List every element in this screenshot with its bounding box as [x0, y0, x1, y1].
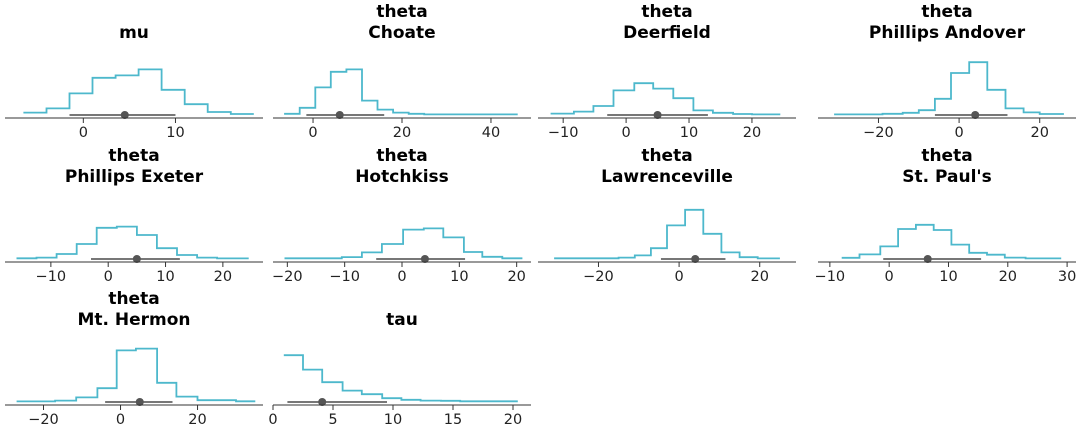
- x-tick-label: 0: [268, 412, 277, 428]
- x-tick-label: 0: [104, 269, 113, 285]
- x-tick-label: 0: [116, 412, 125, 428]
- histogram-step-line: [16, 225, 249, 260]
- histogram-step-line: [834, 61, 1064, 116]
- x-tick-label: 10: [450, 269, 468, 285]
- panel-title-line: theta: [108, 146, 159, 166]
- panel-10: tau 0 5 10 15 20: [268, 310, 531, 428]
- point-estimate-marker: [318, 398, 327, 406]
- x-tick-label: −10: [329, 269, 360, 285]
- x-tick-label: 0: [397, 269, 406, 285]
- x-tick-label: −20: [583, 269, 614, 285]
- histogram-step-line: [16, 347, 256, 403]
- panel-title-line: Choate: [368, 23, 435, 43]
- x-tick-label: 10: [939, 269, 957, 285]
- x-tick-label: −10: [548, 125, 579, 141]
- point-estimate-marker: [335, 111, 344, 119]
- x-tick-label: 0: [674, 269, 683, 285]
- panel-title-line: theta: [376, 2, 427, 22]
- panel-title-line: theta: [108, 289, 159, 309]
- x-tick-label: 20: [188, 412, 206, 428]
- x-tick-label: 0: [308, 125, 317, 141]
- panel-title-line: Phillips Andover: [869, 23, 1026, 43]
- x-tick-label: 5: [328, 412, 337, 428]
- x-tick-label: 0: [621, 125, 630, 141]
- x-tick-label: 10: [384, 412, 402, 428]
- panel-title-line: Mt. Hermon: [77, 310, 190, 330]
- x-tick-label: 20: [393, 125, 411, 141]
- x-tick-label: 20: [507, 269, 525, 285]
- histogram-step-line: [284, 68, 518, 116]
- panel-1: mu 0 10: [5, 23, 263, 141]
- panel-title-line: Deerfield: [623, 23, 711, 43]
- point-estimate-marker: [420, 255, 429, 263]
- panel-title-line: Lawrenceville: [601, 167, 733, 187]
- panel-title-line: theta: [376, 146, 427, 166]
- x-tick-label: 20: [504, 412, 522, 428]
- histogram-step-line: [841, 223, 1062, 260]
- histogram-step-line: [283, 354, 518, 403]
- x-tick-label: −20: [28, 412, 59, 428]
- panel-title-line: theta: [641, 146, 692, 166]
- x-tick-label: 20: [750, 269, 768, 285]
- x-tick-label: 15: [444, 412, 462, 428]
- x-tick-label: 0: [79, 125, 88, 141]
- point-estimate-marker: [971, 111, 980, 119]
- point-estimate-marker: [923, 255, 932, 263]
- x-tick-label: 40: [482, 125, 500, 141]
- panel-title-line: theta: [921, 2, 972, 22]
- point-estimate-marker: [132, 255, 141, 263]
- histogram-step-line: [284, 227, 523, 260]
- panel-title-line: theta: [641, 2, 692, 22]
- x-tick-label: 20: [214, 269, 232, 285]
- x-tick-label: 10: [166, 125, 184, 141]
- x-tick-label: −10: [815, 269, 846, 285]
- x-tick-label: −10: [36, 269, 67, 285]
- x-tick-label: −20: [863, 125, 894, 141]
- histogram-step-line: [23, 68, 254, 115]
- x-tick-label: −20: [272, 269, 303, 285]
- panel-title-line: tau: [386, 310, 418, 330]
- point-estimate-marker: [120, 111, 129, 119]
- x-tick-label: 20: [999, 269, 1017, 285]
- x-tick-label: 30: [1058, 269, 1076, 285]
- x-tick-label: 0: [954, 125, 963, 141]
- x-tick-label: 10: [680, 125, 698, 141]
- histogram-step-line: [554, 208, 780, 260]
- panel-title-line: Phillips Exeter: [65, 167, 204, 187]
- panel-title-line: Hotchkiss: [355, 167, 449, 187]
- panel-title-line: theta: [921, 146, 972, 166]
- point-estimate-marker: [135, 398, 144, 406]
- x-tick-label: 20: [743, 125, 761, 141]
- x-tick-label: 0: [885, 269, 894, 285]
- point-estimate-marker: [653, 111, 662, 119]
- x-tick-label: 10: [156, 269, 174, 285]
- panel-title-line: mu: [119, 23, 149, 43]
- histogram-step-line: [550, 82, 781, 116]
- point-estimate-marker: [691, 255, 700, 263]
- panel-title-line: St. Paul's: [902, 167, 991, 187]
- x-tick-label: 20: [1030, 125, 1048, 141]
